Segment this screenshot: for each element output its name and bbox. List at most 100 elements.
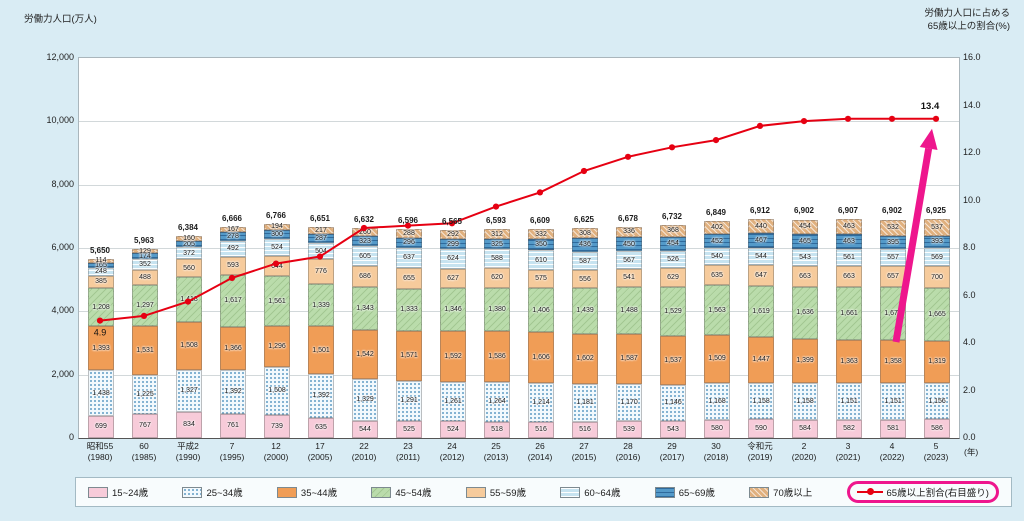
bar-segment-value: 248 xyxy=(95,268,107,276)
legend-item-35-44: 35~44歳 xyxy=(276,485,337,499)
bar-segment-60-64: 561 xyxy=(836,248,862,267)
bar-segment-value: 1,399 xyxy=(796,357,814,365)
bar-segment-value: 1,636 xyxy=(796,309,814,317)
bar-segment-15-24: 767 xyxy=(132,413,158,438)
legend: 15~24歳 25~34歳 35~44歳 45~54歳 55~59歳 60~64歳 65~6… xyxy=(75,477,1012,507)
bar-segment-25-34: 1,170 xyxy=(616,383,642,421)
bar-segment-35-44: 1,537 xyxy=(660,335,686,385)
x-axis-label: 23 (2011) xyxy=(386,441,430,462)
bar-segment-value: 194 xyxy=(271,223,283,231)
bar-segment-value: 1,261 xyxy=(444,397,462,405)
bar-segment-60-64: 544 xyxy=(748,247,774,266)
bar-segment-value: 524 xyxy=(271,244,283,252)
bar-segment-value: 1,438 xyxy=(92,389,110,397)
bar-segment-value: 1,181 xyxy=(576,399,594,407)
bar-segment-value: 217 xyxy=(315,227,327,235)
bar-segment-value: 1,329 xyxy=(356,396,374,404)
bar-segment-35-44: 1,509 xyxy=(704,334,730,383)
bar-segment-25-34: 1,156 xyxy=(924,382,950,420)
bar-total-label: 6,925 xyxy=(925,205,947,215)
bar-total-label: 5,963 xyxy=(133,236,155,246)
bar-segment-value: 541 xyxy=(623,274,635,282)
bar-total-label: 6,907 xyxy=(837,206,859,216)
bar-segment-35-44: 1,319 xyxy=(924,341,950,383)
bar-segment-value: 296 xyxy=(403,239,415,247)
bar-column: 586 1,156 1,319 1,665 700 569 393 537 xyxy=(924,218,950,438)
bar-segment-70plus: 288 xyxy=(396,229,422,239)
bar-segment-value: 567 xyxy=(623,256,635,264)
bar-segment-value: 544 xyxy=(755,253,767,260)
bar-segment-25-34: 1,264 xyxy=(484,381,510,422)
bar-total-label: 6,902 xyxy=(881,206,903,216)
bar-segment-value: 1,146 xyxy=(664,399,682,407)
bar-segment-15-24: 543 xyxy=(660,420,686,438)
bar-segment-value: 1,617 xyxy=(224,297,242,305)
bar-segment-45-54: 1,529 xyxy=(660,287,686,336)
bar-segment-45-54: 1,380 xyxy=(484,287,510,332)
bar-segment-value: 1,488 xyxy=(620,306,638,314)
bar-segment-35-44: 1,366 xyxy=(220,326,246,370)
bar-segment-35-44: 1,587 xyxy=(616,333,642,384)
x-axis-label-year: (2010) xyxy=(351,451,377,462)
bar-total-label: 6,849 xyxy=(705,208,727,218)
bar-segment-15-24: 590 xyxy=(748,419,774,438)
x-axis-label-year: (2011) xyxy=(396,451,420,462)
bar-column: 767 1,225 1,531 1,297 488 352 174 129 xyxy=(132,248,158,438)
bar-segment-value: 1,339 xyxy=(312,301,330,309)
bar-segment-value: 1,358 xyxy=(884,358,902,366)
bar-total-label: 6,651 xyxy=(309,214,331,224)
x-axis-label-era: 4 xyxy=(889,441,895,451)
gridline xyxy=(79,248,959,249)
gridline xyxy=(79,374,959,376)
x-axis-label: 2 (2020) xyxy=(782,441,826,462)
bar-segment-value: 834 xyxy=(183,421,195,429)
bar-segment-value: 350 xyxy=(535,241,547,249)
x-axis-label-era: 3 xyxy=(845,441,851,451)
bar-segment-value: 1,606 xyxy=(532,354,550,362)
x-axis-label: 30 (2018) xyxy=(694,441,738,462)
bar-segment-60-64: 624 xyxy=(440,248,466,269)
legend-highlight-box: 65歳以上割合(右目盛り) xyxy=(846,481,999,503)
legend-label-65-69: 65~69歳 xyxy=(678,488,715,499)
bar-column: 516 1,181 1,602 1,439 556 587 436 308 xyxy=(572,228,598,438)
bar-segment-70plus: 292 xyxy=(440,230,466,240)
bar-segment-value: 761 xyxy=(227,422,239,430)
bar-segment-value: 352 xyxy=(139,260,151,268)
bar-segment-value: 1,208 xyxy=(92,303,110,311)
bar-segment-value: 526 xyxy=(667,255,679,263)
bar-total-label: 6,565 xyxy=(441,217,463,227)
bar-segment-value: 1,561 xyxy=(268,297,286,305)
bar-segment-value: 655 xyxy=(403,274,415,282)
bar-segment-15-24: 525 xyxy=(396,421,422,438)
bar-column: 635 1,392 1,501 1,339 776 504 287 217 xyxy=(308,227,334,438)
legend-swatch-25-34 xyxy=(182,486,203,498)
bar-segment-value: 1,529 xyxy=(664,308,682,316)
bar-segment-35-44: 1,508 xyxy=(176,321,202,370)
bar-segment-55-59: 627 xyxy=(440,268,466,289)
bar-segment-45-54: 1,297 xyxy=(132,285,158,327)
bar-segment-65-69: 395 xyxy=(880,236,906,249)
bar-segment-value: 1,296 xyxy=(268,342,286,350)
x-axis-label: 27 (2015) xyxy=(562,441,606,462)
bar-segment-value: 300 xyxy=(271,231,283,239)
bar-segment-value: 1,508 xyxy=(268,387,286,395)
bar-segment-value: 278 xyxy=(227,233,239,241)
x-axis-label: 令和元 (2019) xyxy=(738,441,782,462)
bar-total-label: 6,625 xyxy=(573,215,595,225)
x-axis-label-year: (2015) xyxy=(571,451,597,462)
bar-segment-45-54: 1,333 xyxy=(396,288,422,331)
bar-segment-value: 1,151 xyxy=(884,397,902,405)
plot-area: 699 1,438 1,393 1,208 385 248 165 114 767 1,225 1,… xyxy=(78,57,960,439)
bar-segment-25-34: 1,214 xyxy=(528,383,554,422)
bar-segment-value: 1,587 xyxy=(620,355,638,363)
bar-segment-25-34: 1,392 xyxy=(308,373,334,418)
bar-segment-35-44: 1,399 xyxy=(792,338,818,383)
bar-total-label: 6,609 xyxy=(529,215,551,225)
bar-segment-55-59: 644 xyxy=(264,256,290,277)
x-axis-label-year: (2018) xyxy=(703,451,729,462)
left-axis-tick-label: 12,000 xyxy=(46,52,74,62)
bar-column: 761 1,392 1,366 1,617 593 492 278 167 xyxy=(220,226,246,438)
bar-segment-15-24: 516 xyxy=(528,421,554,438)
bar-segment-15-24: 516 xyxy=(572,421,598,438)
bar-segment-15-24: 581 xyxy=(880,419,906,438)
